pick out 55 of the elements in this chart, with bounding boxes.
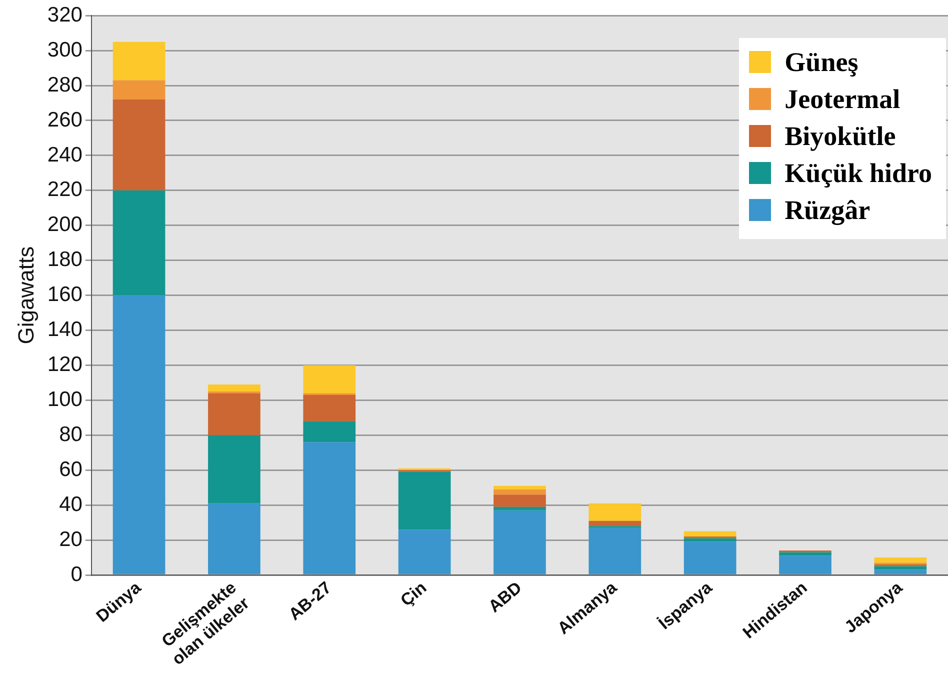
y-tick-label: 300 [47, 38, 82, 62]
bar [112, 100, 166, 190]
y-tick-label: 100 [47, 388, 82, 411]
bar [779, 552, 832, 556]
y-tick-label: 280 [47, 73, 82, 96]
y-tick-label: 140 [47, 318, 82, 342]
y-tick-label: 40 [59, 492, 82, 516]
bar [112, 80, 166, 100]
bar [208, 384, 260, 392]
bar [112, 42, 166, 80]
y-tick-label: 120 [47, 353, 82, 376]
y-tick-label: 80 [59, 422, 82, 446]
bar [494, 510, 546, 574]
y-tick-label: 20 [59, 528, 82, 551]
bar [588, 528, 642, 574]
bar [494, 494, 546, 507]
y-tick-label: 320 [47, 3, 82, 26]
y-tick-label: 60 [59, 458, 82, 481]
bar [208, 435, 260, 504]
legend-label: Güneş [784, 46, 858, 78]
bar [398, 530, 451, 574]
legend-label: Küçük hidro [784, 158, 932, 189]
bar [112, 295, 166, 574]
bar [303, 442, 356, 574]
legend-label: Biyokütle [784, 120, 896, 152]
x-tick-label: Çin [396, 578, 430, 610]
bar [303, 394, 356, 422]
bar [588, 503, 642, 521]
bar [303, 365, 356, 394]
y-tick-label: 220 [47, 178, 82, 202]
bar [874, 558, 927, 563]
legend-label: Rüzgâr [784, 194, 870, 226]
bar [684, 538, 736, 542]
legend-label: Jeotermal [784, 84, 900, 115]
bar [494, 506, 546, 510]
y-tick-label: 180 [47, 248, 82, 272]
bar [684, 542, 736, 574]
y-tick-label: 200 [47, 213, 82, 236]
bar [874, 570, 927, 574]
bar [588, 520, 642, 526]
bar [779, 556, 832, 574]
y-tick-label: 260 [47, 108, 82, 132]
y-tick-label: 240 [47, 143, 82, 166]
bar [208, 503, 260, 574]
bar [874, 566, 927, 570]
bar [494, 489, 546, 495]
bar [303, 421, 356, 442]
bar [684, 531, 736, 537]
y-tick-label: 160 [47, 283, 82, 306]
bar [494, 486, 546, 490]
y-tick-label: 0 [70, 562, 82, 586]
bar [112, 190, 166, 296]
y-axis-title: Gigawatts [13, 246, 38, 344]
bar [208, 393, 260, 436]
bar [398, 472, 451, 530]
